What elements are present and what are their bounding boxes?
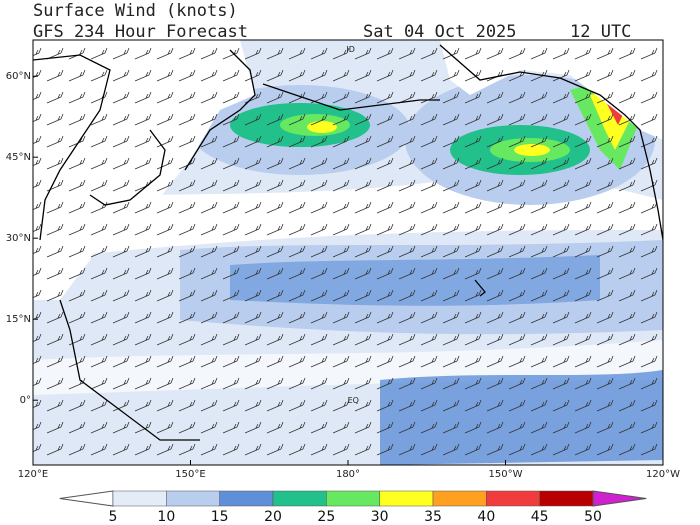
wind-barbs: [33, 40, 663, 465]
colorbar-end: [592, 490, 647, 507]
colorbar-label: 25: [317, 509, 335, 525]
map-field: [33, 40, 663, 465]
lon-label: 120°W: [646, 469, 680, 480]
colorbar-label: 40: [477, 509, 495, 525]
lat-label: 60°N: [6, 71, 31, 82]
colorbar-box: [326, 490, 380, 507]
time: 12 UTC: [570, 22, 631, 42]
lat-label: 45°N: [6, 152, 31, 163]
colorbar-end: [59, 490, 114, 507]
colorbar-box: [539, 490, 594, 507]
colorbar-label: 5: [109, 509, 118, 525]
date: Sat 04 Oct 2025: [363, 22, 517, 42]
colorbar-label: 35: [424, 509, 442, 525]
coastlines: [33, 44, 663, 441]
subtitle: GFS 234 Hour Forecast: [33, 22, 248, 42]
colorbar-label: 15: [211, 509, 229, 525]
lon-label: 120°E: [18, 469, 48, 480]
lon-label: 180°: [336, 469, 360, 480]
lon-label: 150°E: [175, 469, 205, 480]
colorbar-box: [272, 490, 327, 507]
colorbar-label: 20: [264, 509, 282, 525]
map-annotation: EQ: [348, 396, 359, 405]
title: Surface Wind (knots): [33, 1, 238, 21]
colorbar-box: [112, 490, 167, 507]
lon-label: 150°W: [489, 469, 523, 480]
colorbar-box: [486, 490, 540, 507]
lat-label: 15°N: [6, 314, 31, 325]
lat-label: 30°N: [6, 233, 31, 244]
colorbar-label: 45: [531, 509, 549, 525]
colorbar-box: [379, 490, 434, 507]
colorbar-label: 10: [157, 509, 175, 525]
colorbar-box: [432, 490, 487, 507]
colorbar-box: [166, 490, 220, 507]
colorbar-label: 30: [371, 509, 389, 525]
map-annotation: ID: [346, 45, 355, 54]
colorbar-box: [219, 490, 274, 507]
colorbar-label: 50: [584, 509, 602, 525]
lat-label: 0°: [20, 395, 31, 406]
